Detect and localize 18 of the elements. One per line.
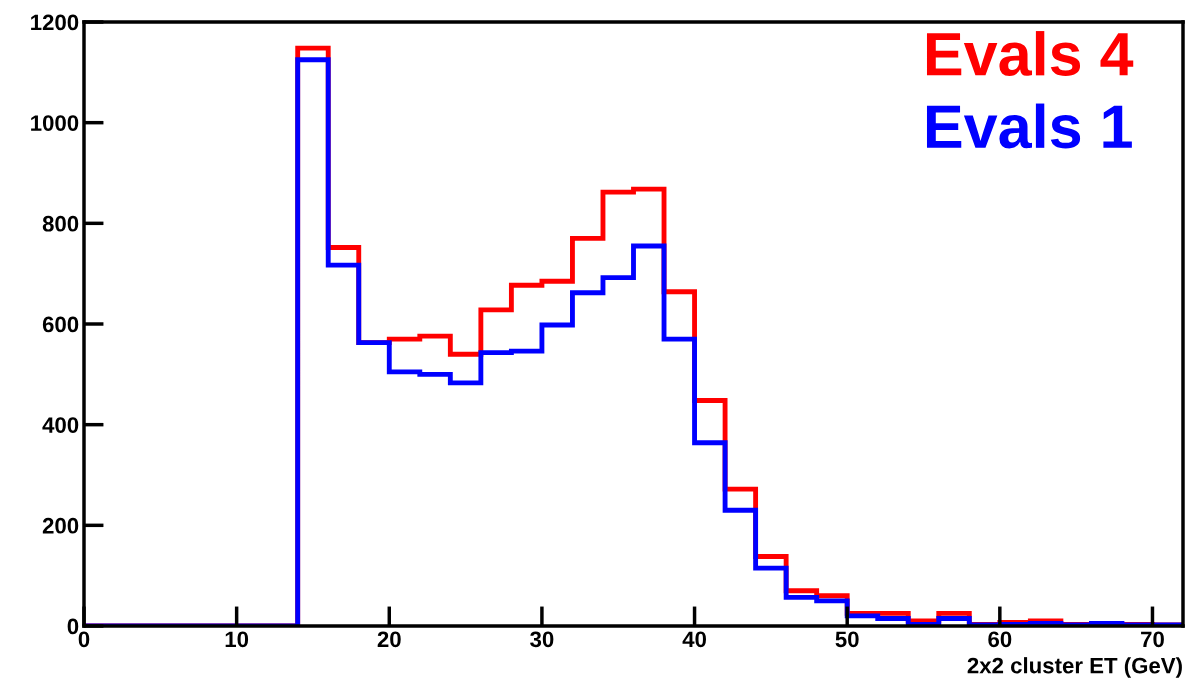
y-tick-label: 1200 (31, 14, 79, 31)
x-tick-label: 10 (225, 631, 249, 648)
y-tick-label: 1000 (31, 115, 79, 131)
x-tick-label: 70 (1141, 631, 1164, 648)
y-tick-label: 200 (42, 517, 79, 534)
x-axis-title: 2x2 cluster ET (GeV) (967, 657, 1182, 678)
x-tick-label: 30 (530, 631, 554, 648)
x-tick-label: 20 (377, 631, 401, 648)
text: Evals 4 (926, 31, 1134, 76)
x-tick-label: 60 (988, 631, 1012, 648)
y-tick-label: 0 (67, 618, 79, 635)
y-tick-label: 600 (42, 316, 79, 333)
text: Evals 1 (926, 103, 1132, 149)
x-tick-label: 40 (682, 631, 706, 648)
y-tick-label: 400 (42, 417, 79, 433)
x-tick-label: 50 (835, 631, 859, 648)
x-tick-label: 0 (78, 631, 90, 648)
y-tick-label: 800 (42, 215, 79, 232)
